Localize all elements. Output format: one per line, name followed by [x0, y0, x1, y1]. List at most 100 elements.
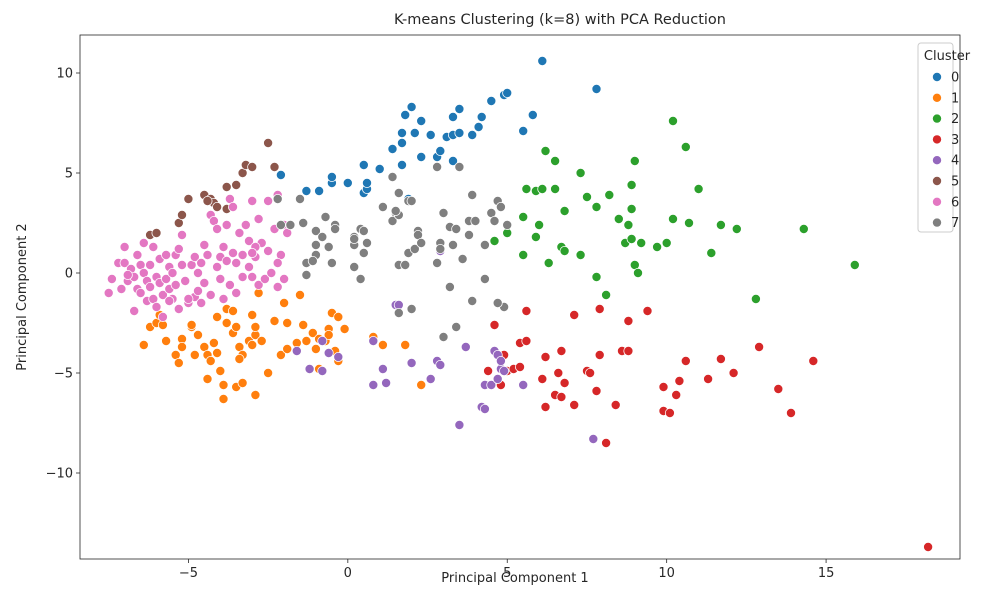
data-point-cluster-3 [754, 341, 765, 352]
legend-marker [932, 196, 943, 207]
data-point-cluster-0 [409, 127, 420, 138]
y-axis-label: Principal Component 2 [15, 223, 30, 370]
data-point-cluster-2 [706, 247, 717, 258]
data-point-cluster-4 [377, 363, 388, 374]
data-point-cluster-1 [237, 377, 248, 388]
data-point-cluster-5 [183, 193, 194, 204]
x-tick-label: 15 [818, 566, 835, 581]
data-point-cluster-3 [680, 355, 691, 366]
data-point-cluster-0 [454, 104, 465, 115]
data-point-cluster-0 [314, 185, 325, 196]
y-tick-label: 5 [65, 167, 73, 182]
data-point-cluster-2 [534, 219, 545, 230]
data-point-cluster-3 [515, 361, 526, 372]
data-point-cluster-2 [626, 233, 637, 244]
data-point-cluster-0 [518, 126, 529, 137]
data-point-cluster-0 [387, 143, 398, 154]
data-point-cluster-7 [377, 201, 388, 212]
data-point-cluster-1 [298, 319, 309, 330]
data-point-cluster-6 [145, 281, 156, 292]
data-point-cluster-7 [457, 253, 468, 264]
data-point-cluster-3 [715, 353, 726, 364]
data-point-cluster-6 [212, 261, 223, 272]
data-point-cluster-2 [550, 183, 561, 194]
data-point-cluster-7 [317, 231, 328, 242]
data-point-cluster-7 [275, 219, 286, 230]
data-point-cluster-6 [189, 251, 200, 262]
data-point-cluster-7 [310, 225, 321, 236]
data-point-cluster-7 [432, 161, 443, 172]
data-point-cluster-6 [119, 241, 130, 252]
data-point-cluster-2 [661, 237, 672, 248]
data-point-cluster-1 [279, 297, 290, 308]
data-point-cluster-3 [664, 407, 675, 418]
legend-marker [932, 72, 943, 83]
data-point-cluster-3 [585, 367, 596, 378]
data-point-cluster-3 [674, 375, 685, 386]
data-point-cluster-6 [263, 245, 274, 256]
data-point-cluster-0 [275, 169, 286, 180]
data-point-cluster-3 [594, 303, 605, 314]
legend-label: 5 [951, 175, 959, 190]
data-point-cluster-3 [610, 399, 621, 410]
data-point-cluster-6 [161, 249, 172, 260]
data-point-cluster-1 [333, 311, 344, 322]
data-point-cluster-6 [183, 293, 194, 304]
data-point-cluster-1 [189, 349, 200, 360]
data-point-cluster-6 [192, 267, 203, 278]
data-point-cluster-7 [390, 205, 401, 216]
data-point-cluster-4 [499, 365, 510, 376]
data-point-cluster-7 [355, 273, 366, 284]
data-point-cluster-6 [272, 257, 283, 268]
legend-marker [932, 217, 943, 228]
data-point-cluster-7 [320, 211, 331, 222]
data-point-cluster-7 [393, 307, 404, 318]
data-point-cluster-7 [307, 255, 318, 266]
data-point-cluster-6 [132, 249, 143, 260]
data-point-cluster-7 [387, 171, 398, 182]
data-point-cluster-6 [170, 279, 181, 290]
data-point-cluster-2 [680, 141, 691, 152]
data-point-cluster-1 [227, 305, 238, 316]
data-point-cluster-6 [138, 237, 149, 248]
data-point-cluster-3 [923, 542, 934, 553]
data-point-cluster-1 [301, 335, 312, 346]
data-point-cluster-5 [176, 209, 187, 220]
data-point-cluster-6 [279, 273, 290, 284]
data-point-cluster-0 [396, 159, 407, 170]
data-point-cluster-5 [263, 137, 274, 148]
data-point-cluster-3 [569, 399, 580, 410]
data-point-cluster-7 [492, 297, 503, 308]
data-point-cluster-7 [479, 273, 490, 284]
data-point-cluster-7 [393, 187, 404, 198]
data-point-cluster-6 [145, 259, 156, 270]
data-point-cluster-4 [454, 419, 465, 430]
data-point-cluster-1 [282, 343, 293, 354]
data-point-cluster-2 [521, 183, 532, 194]
data-point-cluster-0 [591, 84, 602, 95]
data-point-cluster-7 [432, 257, 443, 268]
plot-frame [79, 34, 961, 560]
data-point-cluster-4 [291, 345, 302, 356]
data-point-cluster-0 [301, 185, 312, 196]
data-point-cluster-7 [301, 269, 312, 280]
data-point-cluster-7 [294, 193, 305, 204]
data-point-cluster-4 [495, 355, 506, 366]
data-point-cluster-1 [294, 289, 305, 300]
data-point-cluster-7 [454, 161, 465, 172]
data-point-cluster-4 [435, 359, 446, 370]
data-point-cluster-6 [231, 257, 242, 268]
data-point-cluster-2 [633, 267, 644, 278]
data-point-cluster-6 [135, 287, 146, 298]
data-point-cluster-2 [626, 179, 637, 190]
data-point-cluster-6 [227, 201, 238, 212]
data-point-cluster-1 [231, 321, 242, 332]
data-point-cluster-7 [298, 217, 309, 228]
data-point-cluster-2 [623, 219, 634, 230]
legend-label: 1 [951, 91, 959, 106]
data-point-cluster-0 [435, 145, 446, 156]
data-point-cluster-6 [221, 219, 232, 230]
data-point-cluster-6 [215, 273, 226, 284]
data-point-cluster-1 [247, 339, 258, 350]
y-tick-label: −5 [54, 367, 73, 382]
